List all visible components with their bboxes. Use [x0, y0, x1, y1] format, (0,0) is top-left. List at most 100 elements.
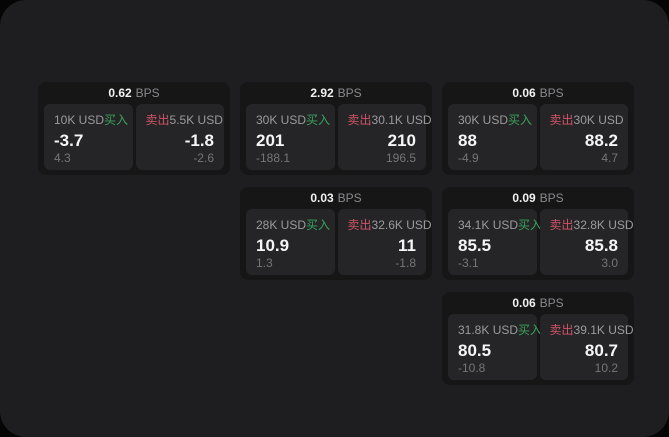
sell-panel[interactable]: 卖出 32.8K USD 85.8 3.0: [539, 209, 634, 275]
sell-price-value: 85.8: [584, 235, 618, 255]
buy-side-label: 买入: [306, 218, 331, 232]
quote-card: 0.09 BPS 34.1K USD 买入 85.5 -3.1 卖出 32.8K…: [442, 187, 634, 280]
sell-price-value: 80.7: [584, 340, 618, 360]
price-panels: 10K USD 买入 -3.7 4.3 卖出 5.5K USD -1.8 -2.…: [44, 104, 224, 170]
buy-side-label: 买入: [518, 323, 543, 337]
sell-panel-header: 卖出 39.1K USD: [549, 321, 634, 338]
sell-side-label: 卖出: [549, 323, 574, 337]
buy-amount-label: 31.8K USD: [458, 323, 519, 337]
buy-side-label: 买入: [104, 113, 129, 127]
buy-sub-value: -4.9: [458, 151, 479, 165]
sell-amount-label: 39.1K USD: [573, 323, 634, 337]
buy-price-value: 88: [458, 130, 477, 150]
sell-panel-header: 卖出 32.8K USD: [549, 216, 634, 233]
sell-side-label: 卖出: [549, 113, 574, 127]
sell-sub-value: 4.7: [601, 151, 618, 165]
sell-amount-label: 30K USD: [573, 113, 624, 127]
spread-unit-label: BPS: [539, 296, 564, 310]
sell-panel[interactable]: 卖出 30.1K USD 210 196.5: [337, 104, 432, 170]
sell-sub-value: 196.5: [385, 151, 416, 165]
buy-panel[interactable]: 30K USD 买入 88 -4.9: [448, 104, 537, 170]
buy-panel[interactable]: 30K USD 买入 201 -188.1: [246, 104, 335, 170]
buy-price-value: 10.9: [256, 235, 290, 255]
buy-amount-label: 30K USD: [256, 113, 307, 127]
buy-panel[interactable]: 28K USD 买入 10.9 1.3: [246, 209, 335, 275]
sell-panel[interactable]: 卖出 39.1K USD 80.7 10.2: [539, 314, 634, 380]
price-panels: 34.1K USD 买入 85.5 -3.1 卖出 32.8K USD 85.8…: [448, 209, 634, 275]
card-spread-header: 0.06 BPS: [448, 292, 628, 314]
buy-side-label: 买入: [518, 218, 543, 232]
sell-amount-label: 32.8K USD: [573, 218, 634, 232]
card-spread-header: 0.06 BPS: [448, 82, 628, 104]
buy-panel-header: 28K USD 买入: [256, 216, 330, 233]
buy-amount-label: 30K USD: [458, 113, 509, 127]
buy-panel[interactable]: 10K USD 买入 -3.7 4.3: [44, 104, 133, 170]
quote-card: 2.92 BPS 30K USD 买入 201 -188.1 卖出 30.1K …: [240, 82, 432, 175]
quote-card: 0.06 BPS 30K USD 买入 88 -4.9 卖出 30K USD 8…: [442, 82, 634, 175]
card-spread-header: 0.62 BPS: [44, 82, 224, 104]
sell-side-label: 卖出: [347, 218, 372, 232]
buy-amount-label: 34.1K USD: [458, 218, 519, 232]
buy-panel[interactable]: 31.8K USD 买入 80.5 -10.8: [448, 314, 542, 380]
buy-panel-header: 30K USD 买入: [458, 111, 532, 128]
sell-price-value: -1.8: [184, 130, 214, 150]
sell-sub-value: 3.0: [601, 256, 618, 270]
buy-sub-value: -3.1: [458, 256, 479, 270]
buy-side-label: 买入: [306, 113, 331, 127]
spread-unit-label: BPS: [135, 86, 160, 100]
spread-value: 0.06: [512, 86, 536, 100]
spread-value: 0.06: [512, 296, 536, 310]
buy-price-value: 80.5: [458, 340, 492, 360]
buy-price-value: 201: [256, 130, 285, 150]
buy-sub-value: -10.8: [458, 361, 486, 375]
card-spread-header: 2.92 BPS: [246, 82, 426, 104]
buy-panel-header: 10K USD 买入: [54, 111, 128, 128]
sell-price-value: 210: [387, 130, 416, 150]
sell-side-label: 卖出: [549, 218, 574, 232]
buy-amount-label: 10K USD: [54, 113, 105, 127]
sell-panel-header: 卖出 30.1K USD: [347, 111, 432, 128]
sell-side-label: 卖出: [347, 113, 372, 127]
quote-card: 0.62 BPS 10K USD 买入 -3.7 4.3 卖出 5.5K USD…: [38, 82, 230, 175]
sell-price-value: 88.2: [584, 130, 618, 150]
sell-panel-header: 卖出 5.5K USD: [145, 111, 223, 128]
buy-sub-value: -188.1: [256, 151, 291, 165]
buy-panel-header: 30K USD 买入: [256, 111, 330, 128]
sell-panel[interactable]: 卖出 32.6K USD 11 -1.8: [337, 209, 432, 275]
sell-amount-label: 30.1K USD: [371, 113, 432, 127]
price-panels: 31.8K USD 买入 80.5 -10.8 卖出 39.1K USD 80.…: [448, 314, 634, 380]
sell-sub-value: -1.8: [395, 256, 416, 270]
sell-amount-label: 32.6K USD: [371, 218, 432, 232]
spread-unit-label: BPS: [539, 86, 564, 100]
buy-amount-label: 28K USD: [256, 218, 307, 232]
quote-card: 0.06 BPS 31.8K USD 买入 80.5 -10.8 卖出 39.1…: [442, 292, 634, 385]
spread-unit-label: BPS: [539, 191, 564, 205]
price-panels: 30K USD 买入 201 -188.1 卖出 30.1K USD 210 1…: [246, 104, 432, 170]
sell-panel[interactable]: 卖出 5.5K USD -1.8 -2.6: [135, 104, 224, 170]
sell-panel[interactable]: 卖出 30K USD 88.2 4.7: [539, 104, 628, 170]
spread-value: 0.09: [512, 191, 536, 205]
price-panels: 28K USD 买入 10.9 1.3 卖出 32.6K USD 11 -1.8: [246, 209, 432, 275]
spread-unit-label: BPS: [337, 86, 362, 100]
price-panels: 30K USD 买入 88 -4.9 卖出 30K USD 88.2 4.7: [448, 104, 628, 170]
card-spread-header: 0.03 BPS: [246, 187, 426, 209]
card-spread-header: 0.09 BPS: [448, 187, 628, 209]
buy-price-value: -3.7: [54, 130, 84, 150]
spread-value: 2.92: [310, 86, 334, 100]
sell-price-value: 11: [398, 235, 416, 255]
buy-price-value: 85.5: [458, 235, 492, 255]
sell-sub-value: 10.2: [594, 361, 618, 375]
sell-side-label: 卖出: [145, 113, 170, 127]
quote-cards-grid: 0.62 BPS 10K USD 买入 -3.7 4.3 卖出 5.5K USD…: [38, 82, 634, 385]
sell-panel-header: 卖出 30K USD: [549, 111, 624, 128]
sell-sub-value: -2.6: [193, 151, 214, 165]
buy-panel[interactable]: 34.1K USD 买入 85.5 -3.1: [448, 209, 542, 275]
spread-value: 0.62: [108, 86, 132, 100]
buy-side-label: 买入: [508, 113, 533, 127]
buy-sub-value: 4.3: [54, 151, 71, 165]
quote-card: 0.03 BPS 28K USD 买入 10.9 1.3 卖出 32.6K US…: [240, 187, 432, 280]
sell-amount-label: 5.5K USD: [169, 113, 223, 127]
sell-panel-header: 卖出 32.6K USD: [347, 216, 432, 233]
spread-unit-label: BPS: [337, 191, 362, 205]
